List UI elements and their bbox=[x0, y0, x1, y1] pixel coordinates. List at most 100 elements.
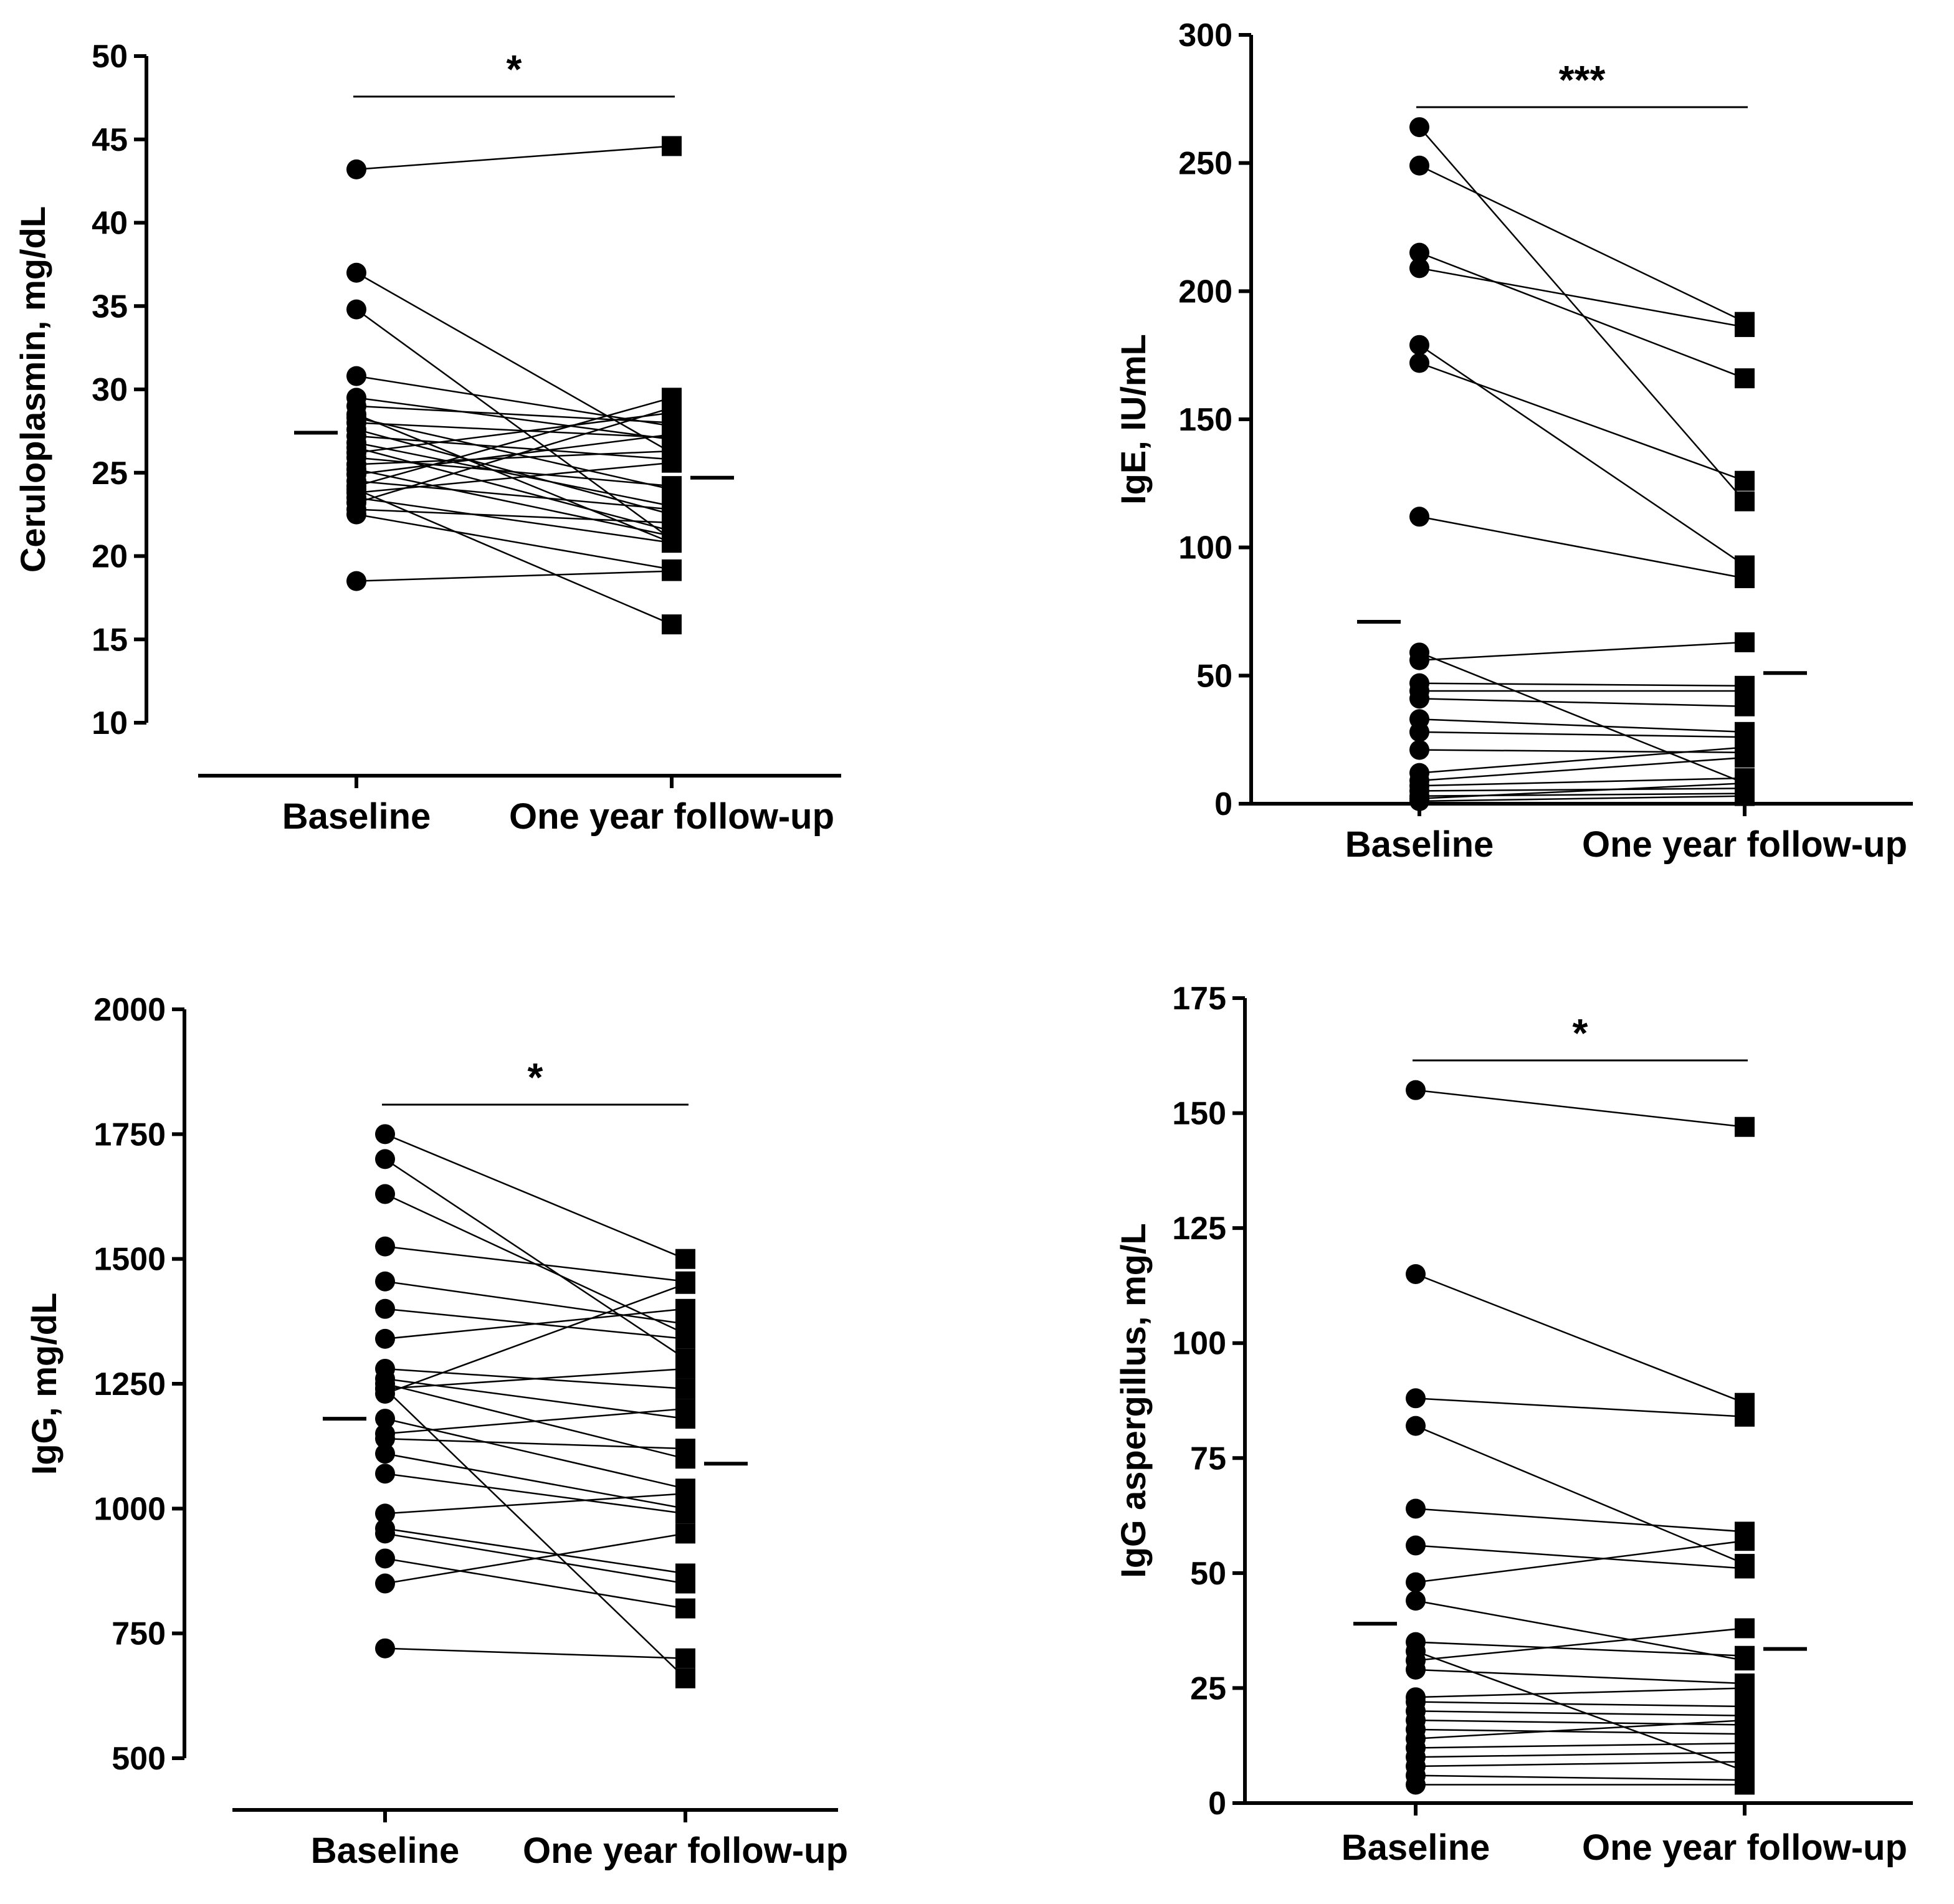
pair-line bbox=[1415, 1751, 1745, 1758]
baseline-point bbox=[375, 1379, 395, 1399]
followup-point bbox=[1735, 317, 1755, 337]
baseline-point bbox=[1406, 1572, 1426, 1592]
pair-line bbox=[356, 433, 672, 475]
pair-line bbox=[384, 1368, 686, 1390]
y-axis-title: IgE, IU/mL bbox=[1113, 334, 1153, 505]
pair-line bbox=[384, 1308, 686, 1340]
baseline-point bbox=[346, 262, 366, 283]
pair-line bbox=[1419, 652, 1745, 784]
x-label-followup: One year follow-up bbox=[509, 796, 834, 837]
followup-point bbox=[675, 1328, 695, 1349]
pair-line bbox=[1419, 164, 1745, 323]
baseline-point bbox=[375, 1149, 395, 1169]
pair-line bbox=[356, 272, 672, 454]
followup-point bbox=[662, 513, 682, 533]
baseline-point bbox=[1406, 1388, 1426, 1409]
pair-line bbox=[356, 375, 672, 427]
pair-line bbox=[1419, 746, 1745, 774]
followup-point bbox=[1735, 1558, 1755, 1579]
pair-line bbox=[356, 422, 672, 439]
followup-point bbox=[675, 1523, 695, 1544]
followup-point bbox=[1735, 1678, 1755, 1698]
baseline-point bbox=[1409, 740, 1429, 760]
pair-line bbox=[1415, 1545, 1745, 1569]
pair-line bbox=[384, 1158, 686, 1359]
followup-point bbox=[675, 1598, 695, 1619]
followup-point bbox=[1735, 786, 1755, 806]
y-tick-label: 150 bbox=[1178, 402, 1232, 438]
pair-line bbox=[1415, 1273, 1745, 1404]
x-label-baseline: Baseline bbox=[1345, 824, 1494, 865]
x-label-followup: One year follow-up bbox=[1582, 1827, 1907, 1868]
y-tick-label: 750 bbox=[112, 1616, 166, 1652]
baseline-point bbox=[375, 1523, 395, 1544]
baseline-point bbox=[1406, 1659, 1426, 1680]
y-tick-label: 50 bbox=[1190, 1556, 1226, 1592]
y-tick-label: 2000 bbox=[93, 992, 166, 1028]
pair-line bbox=[384, 1280, 686, 1325]
followup-point bbox=[1735, 1774, 1755, 1795]
baseline-point bbox=[346, 504, 366, 525]
baseline-point bbox=[1406, 1774, 1426, 1795]
followup-point bbox=[1735, 368, 1755, 389]
pair-line bbox=[356, 417, 672, 490]
y-tick-label: 45 bbox=[92, 122, 128, 158]
pair-line bbox=[1415, 1540, 1745, 1583]
y-tick-label: 25 bbox=[1190, 1670, 1226, 1706]
y-tick-label: 30 bbox=[92, 372, 128, 408]
pair-line bbox=[1419, 516, 1745, 579]
baseline-point bbox=[375, 1328, 395, 1349]
y-tick-label: 100 bbox=[1178, 530, 1232, 566]
pair-line bbox=[384, 1493, 686, 1515]
pair-line bbox=[356, 450, 672, 465]
baseline-point bbox=[375, 1503, 395, 1524]
significance-marker: * bbox=[507, 47, 522, 92]
pair-line bbox=[1415, 1701, 1745, 1708]
baseline-point bbox=[1409, 335, 1429, 355]
pair-line bbox=[384, 1407, 686, 1435]
pair-line bbox=[384, 1528, 686, 1574]
baseline-point bbox=[346, 159, 366, 179]
baseline-point bbox=[375, 1638, 395, 1659]
baseline-point bbox=[375, 1271, 395, 1292]
y-tick-label: 20 bbox=[92, 539, 128, 575]
followup-point bbox=[1735, 1116, 1755, 1137]
baseline-point bbox=[375, 1548, 395, 1569]
pair-line bbox=[356, 397, 672, 440]
baseline-point bbox=[375, 1184, 395, 1204]
y-tick-label: 1750 bbox=[93, 1116, 166, 1153]
pair-line bbox=[384, 1133, 686, 1260]
followup-point bbox=[1735, 1406, 1755, 1427]
pair-line bbox=[356, 308, 672, 540]
pair-line bbox=[384, 1245, 686, 1282]
baseline-point bbox=[1406, 1591, 1426, 1611]
baseline-point bbox=[1406, 1080, 1426, 1100]
pair-line bbox=[1419, 344, 1745, 566]
followup-point bbox=[675, 1379, 695, 1399]
followup-point bbox=[1735, 568, 1755, 589]
pair-line bbox=[384, 1452, 686, 1510]
pair-line bbox=[356, 462, 672, 494]
pair-line bbox=[1415, 1710, 1745, 1716]
baseline-point bbox=[375, 1298, 395, 1319]
x-label-followup: One year follow-up bbox=[523, 1830, 848, 1871]
chart-panel-4: 0 25 50 75 100 125 150 175 Baseline One year foll… bbox=[1113, 981, 1913, 1868]
pair-line bbox=[384, 1473, 686, 1515]
baseline-point bbox=[346, 366, 366, 386]
x-label-baseline: Baseline bbox=[1342, 1827, 1490, 1868]
followup-point bbox=[675, 1249, 695, 1269]
baseline-point bbox=[375, 1409, 395, 1429]
baseline-point bbox=[1409, 117, 1429, 138]
baseline-point bbox=[346, 299, 366, 320]
chart-panel-1: 10 15 20 25 30 35 40 45 50 Baseline One year follo… bbox=[13, 39, 841, 837]
pair-line bbox=[356, 442, 672, 507]
followup-point bbox=[662, 614, 682, 635]
y-tick-label: 1000 bbox=[93, 1491, 166, 1527]
y-axis-title: IgG aspergillus, mg/L bbox=[1113, 1223, 1153, 1578]
pair-line bbox=[1415, 1719, 1745, 1740]
followup-point bbox=[662, 397, 682, 418]
y-tick-label: 75 bbox=[1190, 1440, 1226, 1477]
baseline-point bbox=[1409, 258, 1429, 278]
baseline-point bbox=[375, 1444, 395, 1464]
